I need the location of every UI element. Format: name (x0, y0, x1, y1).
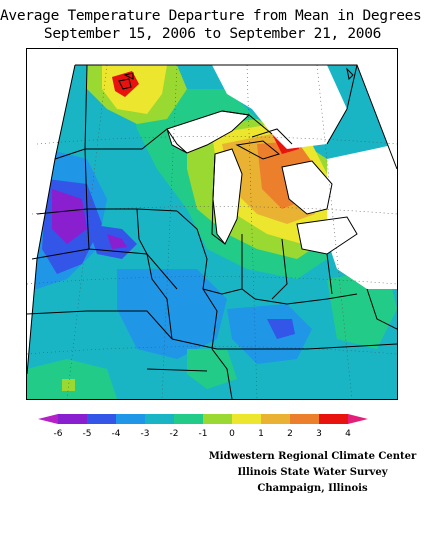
temperature-departure-map (26, 48, 398, 400)
color-scale-legend: -6 -5 -4 -3 -2 -1 0 1 2 3 4 (38, 414, 368, 439)
legend-tick-label: -6 (54, 429, 63, 439)
legend-tick-label: -1 (199, 429, 208, 439)
legend-swatch (319, 414, 348, 424)
credit-location: Champaign, Illinois (257, 483, 368, 494)
legend-tick-label: 0 (229, 429, 235, 439)
lake-fill-layer (167, 65, 397, 289)
legend-swatch (116, 414, 145, 424)
map-title: Average Temperature Departure from Mean … (0, 8, 425, 24)
legend-low-arrow (38, 414, 58, 424)
legend-swatch (290, 414, 319, 424)
legend-tick-label: 3 (316, 429, 322, 439)
graticule-lines (27, 64, 397, 399)
legend-tick-label: 2 (287, 429, 293, 439)
legend-tick-label: -2 (170, 429, 179, 439)
legend-swatch (232, 414, 261, 424)
map-date-range: September 15, 2006 to September 21, 2006 (43, 26, 382, 42)
legend-swatch (261, 414, 290, 424)
legend-tick-label: -3 (141, 429, 150, 439)
legend-tick-label: 1 (258, 429, 264, 439)
lake-shorelines (118, 67, 358, 255)
legend-swatch (58, 414, 87, 424)
legend-tick-label: -4 (112, 429, 121, 439)
credit-survey: Illinois State Water Survey (237, 467, 388, 478)
legend-swatch (145, 414, 174, 424)
legend-tick-label: 4 (345, 429, 351, 439)
legend-swatch (174, 414, 203, 424)
legend-swatch (87, 414, 116, 424)
credit-organization: Midwestern Regional Climate Center (208, 451, 417, 462)
legend-high-arrow (348, 414, 368, 424)
legend-swatch (203, 414, 232, 424)
legend-tick-label: -5 (83, 429, 92, 439)
